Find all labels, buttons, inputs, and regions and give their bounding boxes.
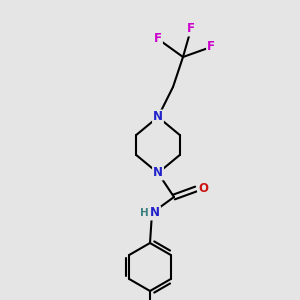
- Text: N: N: [153, 110, 163, 124]
- Text: O: O: [198, 182, 208, 196]
- Text: F: F: [154, 32, 162, 46]
- Text: N: N: [153, 167, 163, 179]
- Text: F: F: [187, 22, 195, 35]
- Text: N: N: [150, 206, 160, 220]
- Text: F: F: [207, 40, 215, 53]
- Text: H: H: [140, 208, 148, 218]
